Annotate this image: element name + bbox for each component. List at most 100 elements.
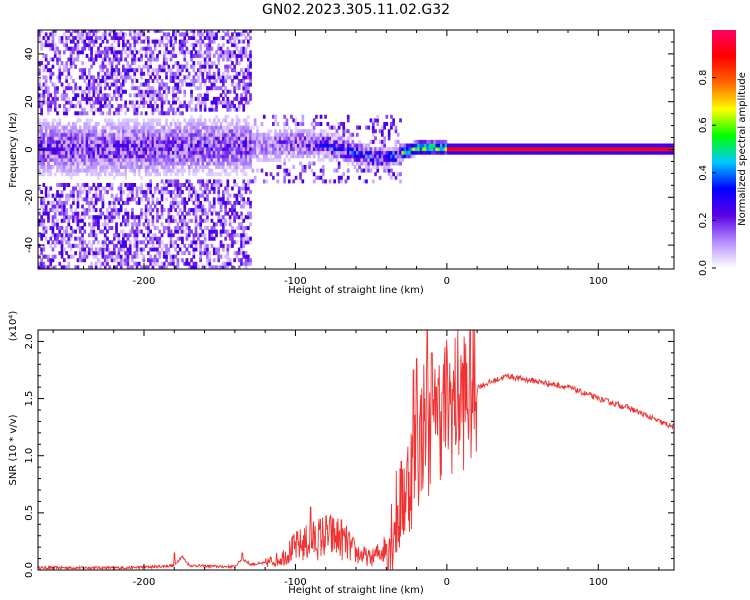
heatmap-cell [103,154,107,159]
heatmap-cell [299,139,302,144]
heatmap-cell [124,161,127,166]
heatmap-cell [187,132,191,137]
heatmap-cell [194,208,198,213]
heatmap-cell [49,226,53,230]
heatmap-cell [165,254,168,259]
heatmap-cell [197,32,200,37]
heatmap-cell [119,193,123,198]
heatmap-cell [226,179,230,184]
heatmap-cell [144,243,148,248]
heatmap-cell [235,197,239,202]
heatmap-cell [555,147,559,152]
heatmap-cell [131,104,134,109]
heatmap-cell [201,229,205,234]
heatmap-cell [176,222,180,227]
heatmap-cell [619,147,623,152]
heatmap-cell [360,150,364,155]
heatmap-cell [147,258,150,263]
heatmap-cell [219,157,223,162]
heatmap-cell [208,32,212,37]
heatmap-cell [181,136,184,141]
heatmap-cell [626,150,629,155]
heatmap-cell [233,104,236,109]
heatmap-cell [208,50,212,55]
heatmap-cell [76,243,80,248]
heatmap-cell [208,229,212,234]
heatmap-cell [185,136,189,141]
heatmap-cell [169,200,173,205]
heatmap-cell [142,157,146,162]
heatmap-cell [190,118,193,123]
heatmap-cell [169,129,173,134]
heatmap-cell [92,183,96,187]
heatmap-cell [38,32,41,37]
heatmap-cell [276,165,280,169]
heatmap-cell [178,86,182,91]
heatmap-cell [251,125,255,130]
heatmap-cell [228,222,232,227]
heatmap-cell [149,100,152,105]
heatmap-cell [135,100,139,105]
heatmap-cell [51,43,55,48]
heatmap-cell [101,39,105,44]
heatmap-cell [144,82,148,87]
heatmap-cell [276,150,280,155]
heatmap-cell [181,240,184,245]
heatmap-cell [110,75,114,80]
heatmap-cell [187,150,191,155]
heatmap-cell [219,139,223,144]
heatmap-cell [85,143,89,148]
heatmap-cell [208,168,212,173]
heatmap-cell [383,125,386,130]
heatmap-cell [113,53,116,58]
heatmap-cell [56,143,59,148]
heatmap-cell [99,190,102,195]
heatmap-cell [244,265,248,269]
heatmap-cell [185,30,189,33]
heatmap-cell [144,236,148,241]
heatmap-cell [190,129,193,134]
heatmap-cell [151,215,155,220]
heatmap-cell [437,143,441,148]
heatmap-cell [137,154,141,159]
heatmap-cell [38,136,41,141]
heatmap-cell [467,143,470,148]
heatmap-cell [346,139,350,144]
heatmap-cell [60,172,64,177]
heatmap-cell [253,118,257,123]
heatmap-cell [151,89,155,94]
heatmap-cell [151,143,155,148]
heatmap-cell [122,79,125,83]
heatmap-cell [115,107,118,112]
heatmap-cell [115,82,118,87]
heatmap-cell [60,240,64,245]
heatmap-cell [244,186,248,191]
heatmap-cell [103,186,107,191]
heatmap-cell [156,30,159,33]
heatmap-cell [56,154,59,159]
heatmap-cell [242,261,246,266]
heatmap-cell [265,143,268,148]
heatmap-cell [158,68,162,73]
heatmap-cell [56,61,59,66]
heatmap-cell [408,154,411,159]
heatmap-cell [226,193,230,198]
heatmap-cell [103,136,107,141]
heatmap-cell [156,200,159,205]
heatmap-cell [231,168,234,173]
heatmap-cell [69,168,73,173]
heatmap-cell [194,139,198,144]
heatmap-cell [571,143,575,148]
heatmap-cell [115,64,118,69]
heatmap-cell [81,147,84,152]
heatmap-cell [162,168,166,173]
chart-title: GN02.2023.305.11.02.G32 [261,2,451,18]
heatmap-cell [133,32,137,37]
heatmap-cell [190,132,193,137]
heatmap-cell [88,122,91,126]
heatmap-cell [115,161,118,166]
heatmap-cell [408,143,411,148]
heatmap-cell [237,122,241,126]
heatmap-cell [74,129,77,134]
heatmap-cell [340,147,343,152]
